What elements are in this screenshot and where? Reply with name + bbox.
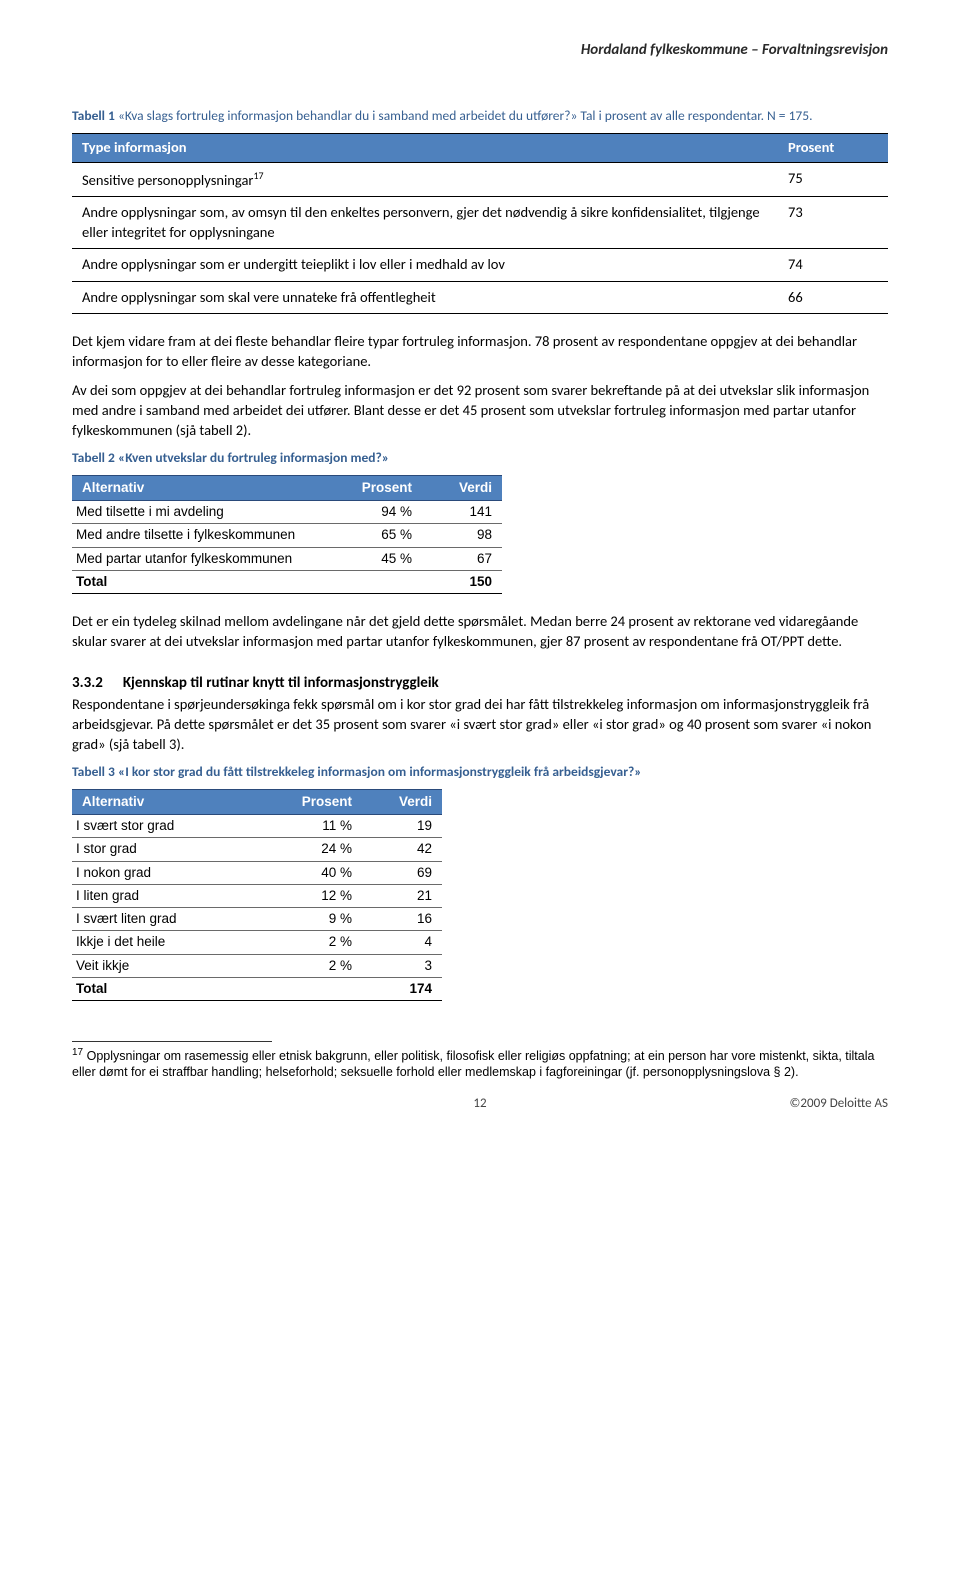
t2-total-val: 150	[422, 570, 502, 593]
t3-r5-p: 2 %	[282, 931, 362, 954]
paragraph-3: Det er ein tydeleg skilnad mellom avdeli…	[72, 612, 888, 651]
t3-r1-a: I stor grad	[72, 838, 282, 861]
table-row: I stor grad 24 % 42	[72, 838, 442, 861]
t3-col1: Alternativ	[72, 790, 282, 815]
t3-r1-p: 24 %	[282, 838, 362, 861]
section-title: Kjennskap til rutinar knytt til informas…	[123, 674, 439, 692]
t3-r2-v: 69	[362, 861, 442, 884]
t3-r5-a: Ikkje i det heile	[72, 931, 282, 954]
t1-r3-val: 66	[778, 281, 888, 314]
footnote-separator	[72, 1041, 272, 1042]
table-row: Andre opplysningar som skal vere unnatek…	[72, 281, 888, 314]
table-row: I nokon grad 40 % 69	[72, 861, 442, 884]
t2-total-label: Total	[72, 570, 342, 593]
t3-r4-p: 9 %	[282, 908, 362, 931]
table-row: Med andre tilsette i fylkeskommunen 65 %…	[72, 524, 502, 547]
t3-r2-p: 40 %	[282, 861, 362, 884]
table1: Type informasjon Prosent Sensitive perso…	[72, 133, 888, 314]
t1-r0-val: 75	[778, 162, 888, 196]
paragraph-1: Det kjem vidare fram at dei fleste behan…	[72, 332, 888, 371]
copyright: ©2009 Deloitte AS	[487, 1095, 888, 1113]
t2-r0-v: 141	[422, 501, 502, 524]
table-row: Veit ikkje 2 % 3	[72, 954, 442, 977]
t3-r6-a: Veit ikkje	[72, 954, 282, 977]
t2-r0-p: 94 %	[342, 501, 422, 524]
paragraph-4: Respondentane i spørjeundersøkinga fekk …	[72, 695, 888, 754]
t2-r2-v: 67	[422, 547, 502, 570]
t2-r2-a: Med partar utanfor fylkeskommunen	[72, 547, 342, 570]
t2-r1-v: 98	[422, 524, 502, 547]
t3-r0-v: 19	[362, 815, 442, 838]
t3-r5-v: 4	[362, 931, 442, 954]
caption1-prefix: Tabell 1	[72, 107, 118, 124]
t1-r0-sup: 17	[253, 169, 263, 182]
t1-r1-label: Andre opplysningar som, av omsyn til den…	[72, 197, 778, 249]
section-number: 3.3.2	[72, 674, 103, 692]
t3-r0-a: I svært stor grad	[72, 815, 282, 838]
footnote-17: 17 Opplysningar om rasemessig eller etni…	[72, 1046, 888, 1081]
table-row-total: Total 150	[72, 570, 502, 593]
t2-col3: Verdi	[422, 476, 502, 501]
table-row: Andre opplysningar som, av omsyn til den…	[72, 197, 888, 249]
table-row: I liten grad 12 % 21	[72, 884, 442, 907]
t1-r2-val: 74	[778, 249, 888, 282]
t3-total-val: 174	[362, 977, 442, 1000]
t3-total-label: Total	[72, 977, 282, 1000]
t1-col2: Prosent	[778, 134, 888, 163]
t2-r0-a: Med tilsette i mi avdeling	[72, 501, 342, 524]
section-heading: 3.3.2 Kjennskap til rutinar knytt til inf…	[72, 673, 888, 693]
t1-col1: Type informasjon	[72, 134, 778, 163]
t2-r1-p: 65 %	[342, 524, 422, 547]
t3-r3-a: I liten grad	[72, 884, 282, 907]
t2-col2: Prosent	[342, 476, 422, 501]
table1-caption: Tabell 1 «Kva slags fortruleg informasjo…	[72, 108, 888, 125]
table-row: Andre opplysningar som er undergitt teie…	[72, 249, 888, 282]
t1-r1-val: 73	[778, 197, 888, 249]
table3-caption: Tabell 3 «I kor stor grad du fått tilstr…	[72, 764, 888, 781]
t3-r6-v: 3	[362, 954, 442, 977]
table-row: I svært stor grad 11 % 19	[72, 815, 442, 838]
table-row-total: Total 174	[72, 977, 442, 1000]
t3-col2: Prosent	[282, 790, 362, 815]
table2: Alternativ Prosent Verdi Med tilsette i …	[72, 475, 502, 594]
t3-r4-v: 16	[362, 908, 442, 931]
t2-r2-p: 45 %	[342, 547, 422, 570]
t2-r1-a: Med andre tilsette i fylkeskommunen	[72, 524, 342, 547]
table2-caption: Tabell 2 «Kven utvekslar du fortruleg in…	[72, 450, 888, 467]
table-row: Med partar utanfor fylkeskommunen 45 % 6…	[72, 547, 502, 570]
page-number: 12	[473, 1095, 486, 1113]
t3-r6-p: 2 %	[282, 954, 362, 977]
table-row: Med tilsette i mi avdeling 94 % 141	[72, 501, 502, 524]
t3-col3: Verdi	[362, 790, 442, 815]
table-row: I svært liten grad 9 % 16	[72, 908, 442, 931]
t3-r2-a: I nokon grad	[72, 861, 282, 884]
footnote-sup: 17	[72, 1047, 83, 1058]
page-footer: 12 ©2009 Deloitte AS	[72, 1095, 888, 1113]
t1-r2-label: Andre opplysningar som er undergitt teie…	[72, 249, 778, 282]
table3: Alternativ Prosent Verdi I svært stor gr…	[72, 789, 442, 1001]
footnote-text: Opplysningar om rasemessig eller etnisk …	[72, 1049, 874, 1079]
t1-r0-label: Sensitive personopplysningar	[82, 171, 253, 189]
t3-r3-p: 12 %	[282, 884, 362, 907]
t3-r3-v: 21	[362, 884, 442, 907]
table-row: Sensitive personopplysningar17 75	[72, 162, 888, 196]
table-row: Ikkje i det heile 2 % 4	[72, 931, 442, 954]
t3-r1-v: 42	[362, 838, 442, 861]
t2-col1: Alternativ	[72, 476, 342, 501]
page-header: Hordaland fylkeskommune – Forvaltningsre…	[72, 40, 888, 60]
t3-r0-p: 11 %	[282, 815, 362, 838]
caption1-text: «Kva slags fortruleg informasjon behandl…	[118, 107, 813, 124]
t3-r4-a: I svært liten grad	[72, 908, 282, 931]
paragraph-2: Av dei som oppgjev at dei behandlar fort…	[72, 381, 888, 440]
t1-r3-label: Andre opplysningar som skal vere unnatek…	[72, 281, 778, 314]
